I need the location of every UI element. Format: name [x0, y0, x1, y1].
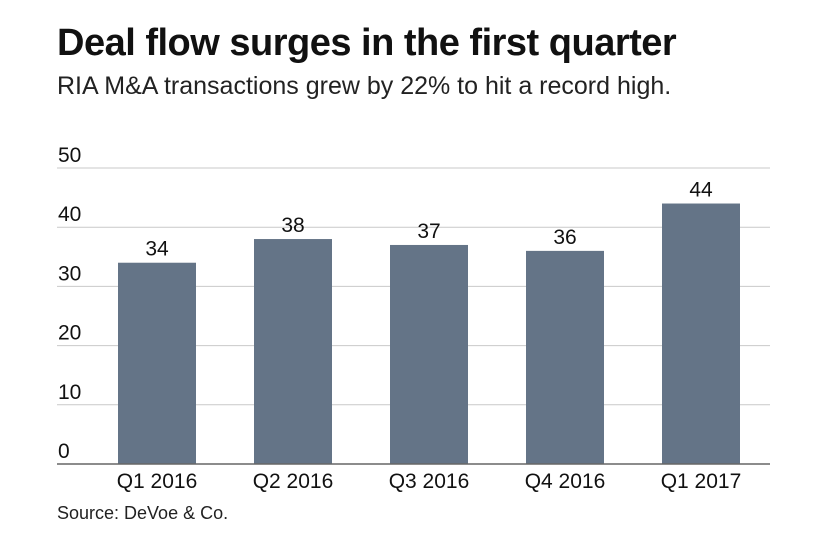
x-tick-label: Q1 2016: [117, 470, 198, 493]
data-label: 36: [553, 226, 576, 249]
y-tick-label: 50: [58, 144, 81, 167]
x-tick-label: Q3 2016: [389, 470, 470, 493]
chart-subtitle: RIA M&A transactions grew by 22% to hit …: [57, 72, 672, 100]
bar: [254, 239, 332, 464]
data-label: 34: [145, 238, 169, 261]
y-tick-label: 0: [58, 440, 70, 463]
x-tick-label: Q1 2017: [661, 470, 742, 493]
bar: [662, 203, 740, 464]
bar: [118, 262, 196, 464]
bar: [526, 250, 604, 464]
chart-title: Deal flow surges in the first quarter: [57, 22, 677, 64]
y-tick-label: 20: [58, 322, 81, 345]
x-tick-label: Q2 2016: [253, 470, 334, 493]
data-label: 44: [689, 179, 713, 202]
x-tick-label: Q4 2016: [525, 470, 606, 493]
y-tick-label: 30: [58, 262, 81, 285]
y-tick-label: 40: [58, 203, 81, 226]
data-label: 38: [281, 214, 304, 237]
source-note: Source: DeVoe & Co.: [57, 503, 229, 523]
bar: [390, 244, 468, 464]
y-tick-label: 10: [58, 381, 81, 404]
data-label: 37: [417, 220, 440, 243]
